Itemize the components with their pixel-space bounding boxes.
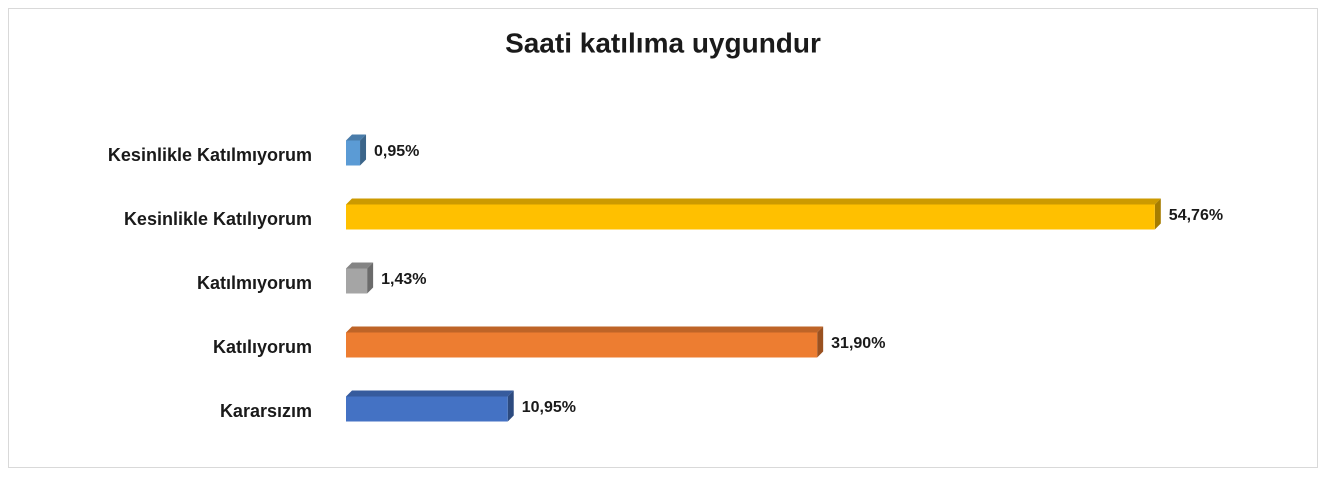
- category-label: Katılıyorum: [213, 337, 312, 357]
- bar-top: [346, 390, 514, 397]
- category-label: Kararsızım: [220, 401, 312, 421]
- category-label: Kesinlikle Katılıyorum: [124, 209, 312, 229]
- bar-top: [346, 326, 824, 333]
- bar-side: [1154, 198, 1161, 230]
- bar-side: [507, 390, 514, 422]
- bar-top: [346, 262, 374, 269]
- chart-title: Saati katılıma uygundur: [505, 27, 821, 58]
- bar: [346, 268, 368, 294]
- bar-side: [367, 262, 374, 294]
- value-label: 31,90%: [831, 335, 885, 352]
- value-label: 10,95%: [522, 399, 576, 416]
- bar-top: [346, 134, 367, 141]
- category-label: Katılmıyorum: [197, 273, 312, 293]
- bar: [346, 396, 508, 422]
- bar-side: [360, 134, 367, 166]
- value-label: 1,43%: [381, 271, 426, 288]
- value-label: 0,95%: [374, 143, 419, 160]
- bar-top: [346, 198, 1161, 205]
- category-label: Kesinlikle Katılmıyorum: [108, 145, 312, 165]
- chart-frame: [8, 8, 1318, 468]
- value-label: 54,76%: [1169, 207, 1223, 224]
- bar-side: [817, 326, 824, 358]
- bar: [346, 140, 361, 166]
- bar: [346, 204, 1155, 230]
- bar: [346, 332, 818, 358]
